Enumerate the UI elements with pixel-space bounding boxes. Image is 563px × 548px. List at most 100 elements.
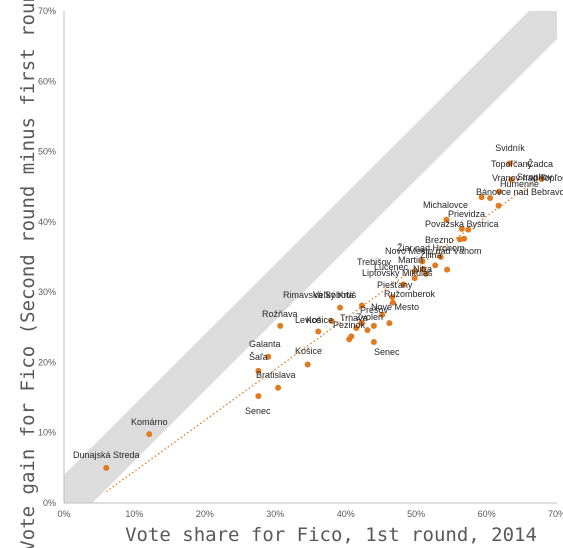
y-tick-label: 20% [38, 357, 56, 367]
data-point [103, 464, 110, 471]
point-label: Prešov [360, 305, 389, 315]
point-label: Košice [295, 346, 322, 356]
data-point [411, 275, 418, 282]
y-tick-label: 40% [38, 217, 56, 227]
data-point [146, 431, 153, 438]
point-label: Trnava [340, 313, 368, 323]
point-label: Galanta [249, 339, 281, 349]
data-point [478, 194, 485, 201]
y-tick-label: 10% [38, 428, 56, 438]
point-label: Nitra [413, 264, 432, 274]
point-label: Dunajská Streda [73, 450, 140, 460]
data-point [315, 328, 322, 335]
point-label: Senec [374, 347, 400, 357]
data-point [412, 268, 419, 275]
point-label: Rimavská Sobota [283, 290, 354, 300]
data-point [400, 281, 407, 288]
x-tick-label: 40% [337, 509, 355, 519]
point-label: Bánovce nad Bebravou [476, 187, 563, 197]
point-label: Michalovce [423, 200, 468, 210]
point-label: Lučenec [374, 262, 409, 272]
data-point [275, 384, 282, 391]
data-point [364, 327, 371, 334]
point-label: Žilina [420, 250, 442, 260]
point-label: Nové Mesto [371, 302, 419, 312]
point-label: Senec [245, 406, 271, 416]
data-point [423, 270, 430, 277]
data-point [370, 339, 377, 346]
data-point [419, 258, 426, 265]
data-point [379, 311, 386, 318]
data-point [348, 333, 355, 340]
y-tick-label: 50% [38, 147, 56, 157]
y-tick-label: 0% [43, 498, 56, 508]
point-label: Topoľčany [491, 159, 533, 169]
data-point [358, 302, 365, 309]
x-tick-label: 30% [266, 509, 284, 519]
point-label: Liptovský Mikuláš [362, 268, 433, 278]
point-label: Veľký Krtíš [313, 290, 357, 300]
reference-band-shape [64, 11, 557, 503]
data-point [487, 194, 494, 201]
data-point [496, 188, 503, 195]
point-label: Brezno [425, 235, 454, 245]
y-axis-title: Vote gain for Fico (Second round minus f… [17, 0, 39, 548]
x-tick-label: 20% [196, 509, 214, 519]
point-label: Prievidza [448, 209, 485, 219]
data-point [432, 262, 439, 269]
point-label: Žiar nad Hronom [397, 243, 465, 253]
data-point [389, 294, 396, 301]
data-point [389, 299, 396, 306]
data-point [328, 317, 335, 324]
data-point [538, 175, 545, 182]
x-tick-label: 70% [548, 509, 563, 519]
point-label: Zvolen [356, 312, 383, 322]
data-point [358, 320, 365, 327]
data-point [444, 266, 451, 273]
data-point [456, 236, 463, 243]
x-axis-title: Vote share for Fico, 1st round, 2014 [125, 524, 537, 546]
data-point [443, 216, 450, 223]
point-label: Levice [295, 315, 321, 325]
data-point [255, 367, 262, 374]
data-point [420, 265, 427, 272]
tick-labels: 0% 10% 20% 30% 40% 50% 60% 70% 0% 10% 20% 30% 40% 50%… [38, 6, 563, 519]
data-point [353, 324, 360, 331]
point-label: Martin [398, 255, 423, 265]
data-point [255, 393, 262, 400]
y-tick-label: 70% [38, 6, 56, 16]
point-label: Piešťany [377, 280, 413, 290]
data-point [508, 176, 515, 183]
data-point [495, 202, 502, 209]
data-point [386, 320, 393, 327]
data-point [465, 226, 472, 233]
data-point [458, 225, 465, 232]
data-point [437, 254, 444, 260]
point-label: Čadca [527, 159, 553, 169]
point-label: Humenné [500, 179, 539, 189]
point-label: Bratislava [256, 370, 296, 380]
point-label: Vranov nad Topľou [492, 173, 563, 183]
point-label: Šaľa [249, 352, 268, 362]
x-tick-label: 0% [57, 509, 70, 519]
point-label: Komárno [131, 417, 168, 427]
data-point [277, 322, 284, 329]
data-point [304, 361, 311, 368]
data-point [337, 304, 344, 311]
reference-band [64, 11, 557, 503]
y-tick-label: 60% [38, 76, 56, 86]
data-point [506, 160, 513, 167]
point-label: Novo Mesto nad Váhom [385, 246, 482, 256]
point-label: Trebišov [357, 257, 392, 267]
point-label: Rožňava [262, 309, 298, 319]
data-points [103, 160, 545, 471]
x-tick-label: 50% [407, 509, 425, 519]
axes [63, 11, 557, 504]
x-tick-label: 10% [125, 509, 143, 519]
point-label: Svidník [495, 143, 525, 153]
y-tick-label: 30% [38, 287, 56, 297]
x-tick-label: 60% [478, 509, 496, 519]
point-label: Pezinok [333, 320, 366, 330]
